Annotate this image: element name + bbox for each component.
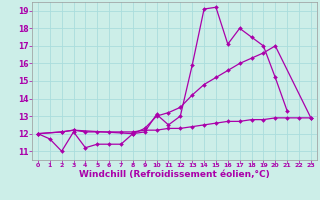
X-axis label: Windchill (Refroidissement éolien,°C): Windchill (Refroidissement éolien,°C)	[79, 170, 270, 179]
